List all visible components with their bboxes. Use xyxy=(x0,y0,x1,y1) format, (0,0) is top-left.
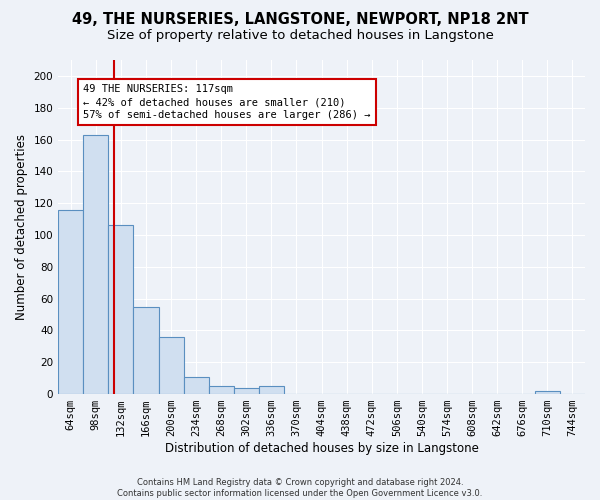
Bar xyxy=(158,337,184,394)
Bar xyxy=(58,210,83,394)
Bar xyxy=(535,391,560,394)
Bar xyxy=(234,388,259,394)
Text: Size of property relative to detached houses in Langstone: Size of property relative to detached ho… xyxy=(107,29,493,42)
Bar xyxy=(184,376,209,394)
Bar xyxy=(83,135,109,394)
Bar xyxy=(133,306,158,394)
Bar xyxy=(209,386,234,394)
Bar xyxy=(109,226,133,394)
X-axis label: Distribution of detached houses by size in Langstone: Distribution of detached houses by size … xyxy=(164,442,479,455)
Text: 49 THE NURSERIES: 117sqm
← 42% of detached houses are smaller (210)
57% of semi-: 49 THE NURSERIES: 117sqm ← 42% of detach… xyxy=(83,84,371,120)
Text: Contains HM Land Registry data © Crown copyright and database right 2024.
Contai: Contains HM Land Registry data © Crown c… xyxy=(118,478,482,498)
Bar xyxy=(259,386,284,394)
Y-axis label: Number of detached properties: Number of detached properties xyxy=(15,134,28,320)
Text: 49, THE NURSERIES, LANGSTONE, NEWPORT, NP18 2NT: 49, THE NURSERIES, LANGSTONE, NEWPORT, N… xyxy=(71,12,529,28)
